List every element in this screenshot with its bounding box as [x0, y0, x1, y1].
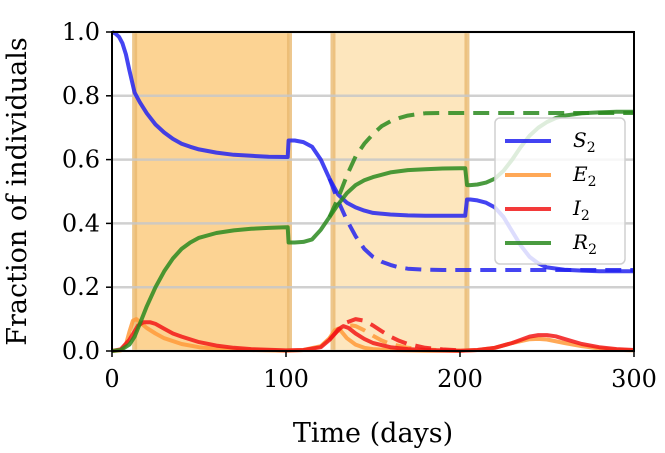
y-axis-title: Fraction of individuals: [2, 37, 33, 346]
y-tick-label: 1.0: [62, 18, 100, 46]
legend-label: R2: [572, 230, 597, 258]
y-axis-ticks: 0.0 0.2 0.4 0.6 0.8 1.0: [62, 18, 112, 365]
series-i-dashed-line: [328, 317, 461, 353]
x-axis-title: Time (days): [293, 418, 453, 449]
shaded-interval-edge: [132, 32, 138, 351]
x-tick-label: 300: [611, 365, 657, 393]
x-axis-ticks: 0 100 200 300: [104, 351, 657, 393]
legend-label: E2: [572, 162, 597, 190]
series-i-line: [111, 320, 635, 353]
x-tick-label: 200: [437, 365, 483, 393]
shaded-intervals: [132, 32, 470, 351]
shaded-interval-1: [134, 32, 290, 351]
series-r-dashed-line: [327, 111, 634, 218]
legend-label: S2: [573, 128, 596, 156]
plot-frame: [111, 31, 635, 352]
y-tick-label: 0.6: [62, 146, 100, 174]
y-tick-label: 0.8: [62, 82, 100, 110]
shaded-interval-2: [332, 32, 467, 351]
legend-box: [494, 117, 626, 265]
x-tick-label: 0: [104, 365, 119, 393]
shaded-interval-edge: [464, 32, 470, 351]
shaded-interval-edge: [286, 32, 292, 351]
x-tick-label: 100: [263, 365, 309, 393]
y-tick-label: 0.4: [62, 209, 100, 237]
series-s-dashed-line: [327, 177, 634, 272]
y-tick-label: 0.0: [62, 337, 100, 365]
y-tick-label: 0.2: [62, 273, 100, 301]
legend-label: I2: [572, 196, 590, 224]
legend: S2 E2 I2 R2: [494, 117, 626, 265]
